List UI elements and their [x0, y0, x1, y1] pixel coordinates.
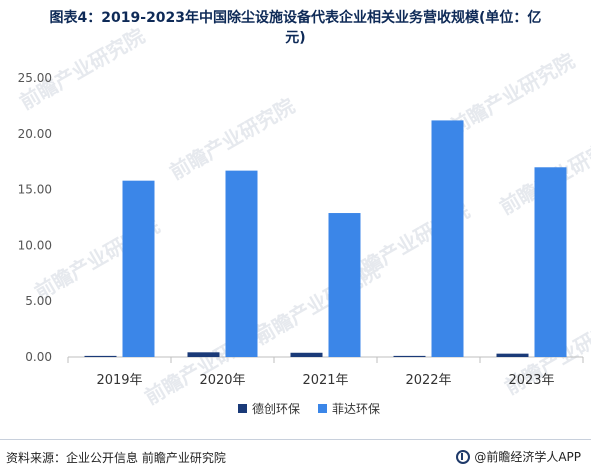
y-tick-label: 25.00 — [18, 71, 52, 85]
brand-logo-icon — [456, 450, 470, 464]
brand-credit: @前瞻经济学人APP — [456, 448, 581, 465]
y-tick-label: 15.00 — [18, 183, 52, 197]
watermark-text: 前瞻产业研究院 — [446, 49, 579, 140]
y-tick-label: 5.00 — [25, 294, 52, 308]
brand-text: @前瞻经济学人APP — [474, 448, 581, 465]
bar-dechuang — [188, 352, 220, 357]
y-tick-label: 0.00 — [25, 350, 52, 364]
legend-label: 菲达环保 — [332, 402, 380, 416]
y-tick-label: 20.00 — [18, 127, 52, 141]
legend-label: 德创环保 — [252, 401, 300, 416]
axis-layer: 0.00 5.00 10.00 15.00 20.00 25.00 2019年 2020年 20… — [18, 71, 583, 388]
bar-feida — [535, 167, 567, 357]
source-note: 资料来源：企业公开信息 前瞻产业研究院 — [6, 449, 226, 466]
legend-swatch — [238, 404, 247, 413]
bar-feida — [123, 181, 155, 357]
x-tick-label: 2022年 — [405, 373, 451, 388]
bar-dechuang — [497, 354, 529, 357]
bar-dechuang — [85, 356, 117, 357]
x-tick-label: 2023年 — [508, 373, 554, 388]
bar-feida — [329, 213, 361, 357]
x-tick-label: 2021年 — [302, 373, 348, 388]
bar-feida — [432, 120, 464, 357]
bar-dechuang — [291, 353, 323, 357]
bar-dechuang — [394, 356, 426, 357]
x-tick-label: 2019年 — [96, 373, 142, 388]
y-tick-label: 10.00 — [18, 238, 52, 252]
legend: 德创环保 菲达环保 — [238, 401, 380, 416]
legend-swatch — [318, 404, 327, 413]
footer: 资料来源：企业公开信息 前瞻产业研究院 @前瞻经济学人APP — [0, 439, 591, 476]
watermark-text: 前瞻产业研究院 — [16, 24, 149, 115]
bar-feida — [226, 171, 258, 357]
bars-layer — [85, 120, 567, 357]
x-tick-label: 2020年 — [199, 373, 245, 388]
bar-chart: 前瞻产业研究院前瞻产业研究院前瞻产业研究院前瞻产业研究院前瞻产业研究院前瞻产业研… — [0, 0, 591, 438]
watermark-layer: 前瞻产业研究院前瞻产业研究院前瞻产业研究院前瞻产业研究院前瞻产业研究院前瞻产业研… — [16, 24, 591, 410]
